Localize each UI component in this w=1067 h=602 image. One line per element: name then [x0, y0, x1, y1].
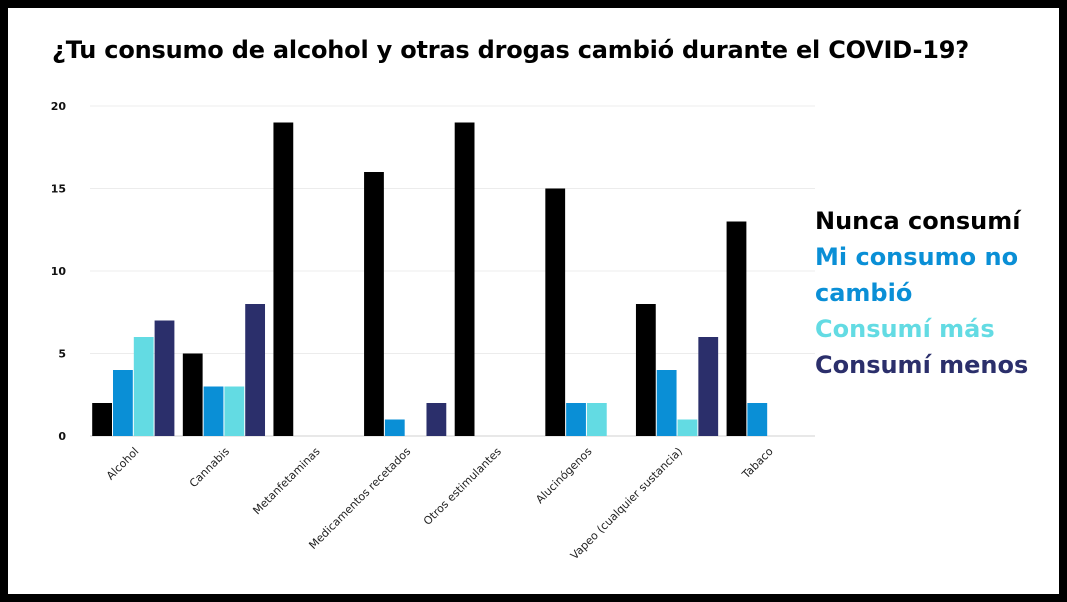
bar [698, 337, 719, 436]
gridlines [90, 105, 815, 437]
y-tick-labels: 0 5 10 15 20 [51, 100, 67, 443]
bar [656, 370, 677, 436]
bar [566, 403, 586, 436]
x-tick-labels: Alcohol Cannabis MetanfetaminasMedicamento… [104, 445, 776, 562]
chart-title: ¿Tu consumo de alcohol y otras drogas ca… [52, 36, 969, 64]
bar [92, 403, 112, 436]
bars [92, 122, 768, 436]
bar [747, 403, 768, 436]
bar [364, 172, 384, 436]
bar [426, 403, 447, 436]
x-tick-label: Alcohol [104, 445, 142, 483]
bar [154, 320, 175, 436]
bar [113, 370, 133, 436]
x-tick-label: Cannabis [187, 445, 232, 490]
bar [586, 403, 607, 436]
bar [454, 122, 475, 436]
y-tick-label: 10 [51, 265, 67, 278]
bar [384, 419, 405, 436]
x-tick-label: Tabaco [739, 445, 776, 482]
bar [245, 304, 266, 436]
bar [726, 221, 747, 436]
legend-entry-1: Mi consumo no cambió [815, 243, 1019, 307]
y-tick-label: 20 [51, 100, 67, 113]
bar [182, 353, 203, 436]
y-tick-label: 15 [51, 183, 66, 196]
y-tick-label: 5 [58, 348, 66, 361]
bar [545, 188, 566, 436]
bar [635, 304, 656, 436]
legend-entry-3: Consumí menos [815, 351, 1029, 379]
legend-entry-2: Consumí más [815, 315, 995, 343]
y-tick-label: 0 [58, 430, 66, 443]
bar [203, 386, 224, 436]
x-tick-label: Medicamentos recetados [306, 445, 413, 552]
bar [273, 122, 294, 436]
legend-entry-0: Nunca consumí [815, 207, 1021, 235]
legend: Nunca consumí Mi consumo no cambió Consu… [815, 203, 1060, 383]
bar [133, 337, 154, 436]
x-tick-label: Otros estimulantes [421, 445, 504, 528]
bar [224, 386, 245, 436]
x-tick-label: Alucinógenos [533, 445, 594, 506]
x-tick-label: Metanfetaminas [250, 445, 322, 517]
bar [677, 419, 698, 436]
